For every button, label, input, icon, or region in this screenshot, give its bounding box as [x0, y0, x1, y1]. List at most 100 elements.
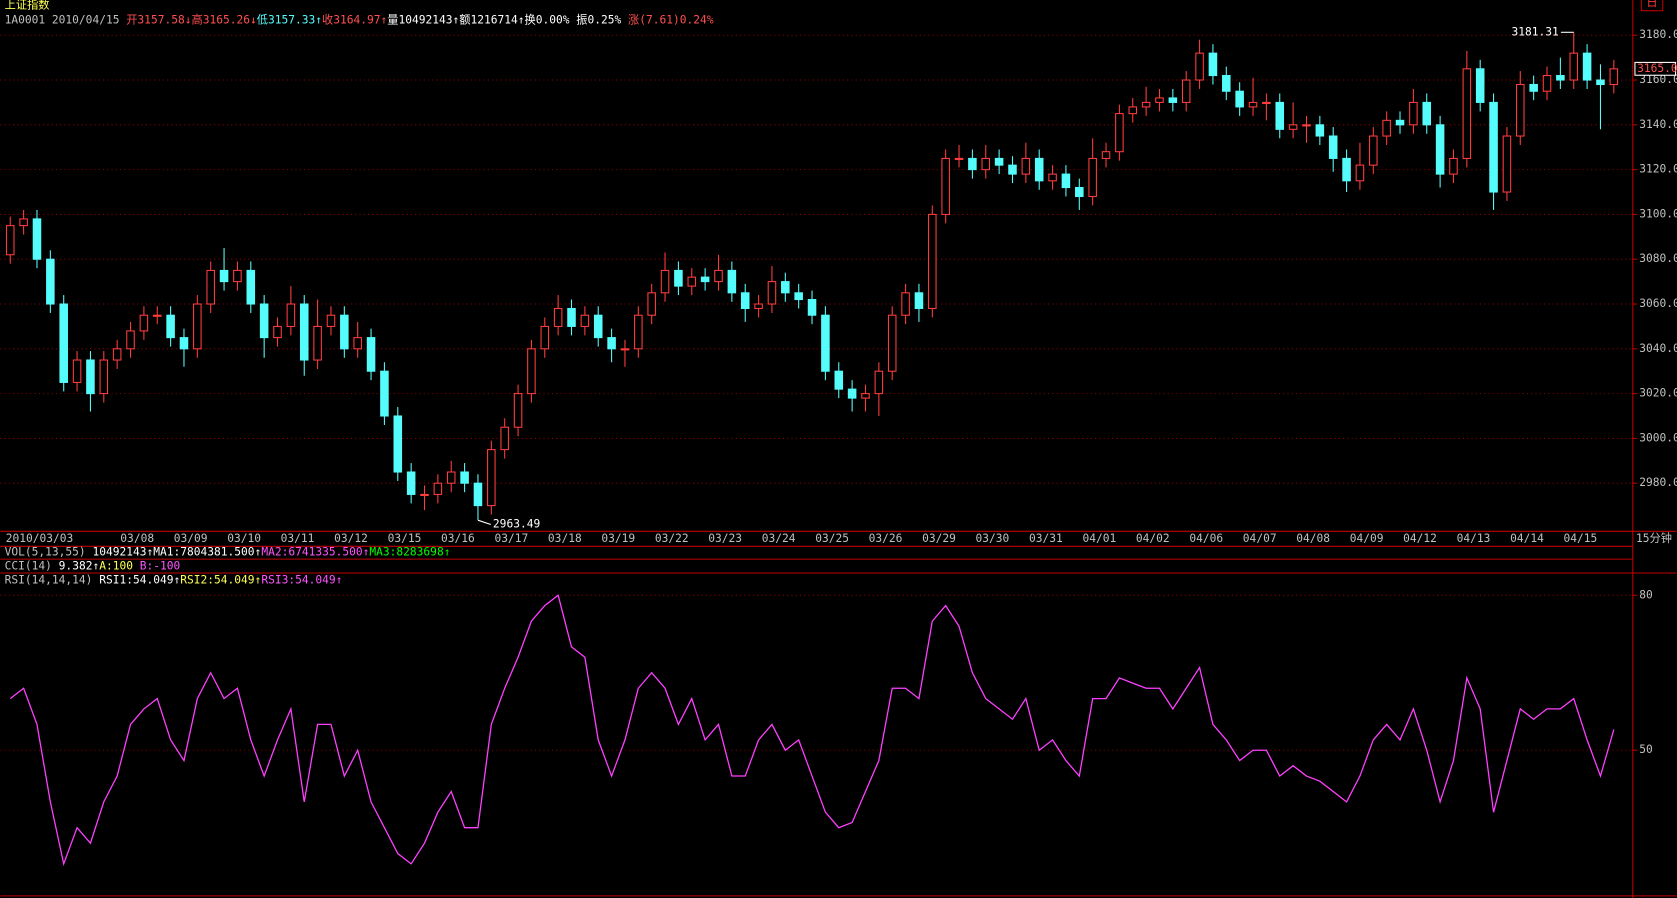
text-segment: 1A0001 2010/04/15 [5, 13, 127, 26]
x-tick-label: 04/15 [1564, 532, 1598, 545]
candle-body [473, 482, 483, 507]
candle-body [1395, 119, 1405, 126]
x-tick-label: 03/16 [441, 532, 475, 545]
candle-body [1168, 97, 1178, 103]
y-tick-label: 3060.0 [1639, 297, 1677, 310]
text-segment: MA3:8283698↑ [369, 546, 450, 559]
candle-body [674, 269, 683, 287]
x-tick-label: 04/01 [1082, 532, 1116, 545]
x-tick-label: 03/19 [601, 532, 635, 545]
info-line: 1A0001 2010/04/15 开3157.58↓高3165.26↓低315… [5, 12, 714, 26]
x-tick-label: 04/13 [1457, 532, 1491, 545]
candle-body [1369, 135, 1378, 166]
period-tab-box[interactable] [1640, 0, 1664, 12]
title: 上证指数 [5, 0, 50, 11]
candle-body [1195, 52, 1204, 81]
period-tab[interactable]: 日 [1646, 0, 1657, 9]
candle-body [152, 314, 162, 317]
text-segment: 开3157.58↓ [126, 13, 191, 26]
candle-body [219, 269, 229, 283]
candle-body [1556, 75, 1565, 81]
candle-body [166, 314, 175, 339]
candle-body [179, 337, 189, 350]
y-tick-label: 3180.0 [1639, 28, 1677, 41]
candle-body [1262, 101, 1271, 105]
candle-body [500, 426, 509, 451]
candle-body [740, 292, 750, 310]
text-segment: CCI(14) [5, 560, 59, 573]
annotation: 3181.31 [1511, 25, 1558, 38]
x-tick-label: 03/29 [922, 532, 956, 545]
candle-body [1128, 106, 1138, 115]
candle-body [593, 314, 603, 339]
x-tick-label: 04/06 [1189, 532, 1223, 545]
x-tick-label: 03/23 [708, 532, 742, 545]
candle-body [928, 213, 937, 310]
candle-body [580, 314, 590, 327]
x-tick-label: 03/08 [120, 532, 154, 545]
candle-body [5, 225, 15, 256]
candle-body [1275, 101, 1285, 130]
candle-body [700, 276, 710, 283]
y-tick-label: 3120.0 [1639, 163, 1677, 176]
x-tick-label: 03/18 [548, 532, 582, 545]
x-tick-label: 04/07 [1243, 532, 1277, 545]
x-tick-label: 03/24 [762, 532, 796, 545]
x-tick-label: 03/26 [869, 532, 903, 545]
y-tick-label: 3140.0 [1639, 118, 1677, 131]
candle-body [727, 269, 737, 294]
candle-body [981, 157, 991, 171]
candle-body [206, 269, 215, 305]
candle-body [901, 292, 910, 316]
candle-body [366, 337, 376, 372]
text-segment: RSI3:54.049↑ [261, 573, 342, 586]
candle-body [313, 325, 322, 361]
candle-body [72, 359, 82, 383]
x-tick-label: 04/12 [1403, 532, 1437, 545]
candle-body [1008, 164, 1017, 175]
candle-body [1609, 68, 1619, 86]
candle-body [941, 157, 950, 215]
candle-body [59, 303, 68, 383]
candle-body [1502, 135, 1512, 193]
candle-body [1475, 68, 1485, 103]
x-tick-label: 04/08 [1296, 532, 1330, 545]
candle-body [1489, 101, 1498, 193]
candle-body [1181, 79, 1191, 103]
candle-body [1088, 157, 1097, 198]
text-segment: MA2:6741335.500↑ [261, 546, 369, 559]
candle-body [767, 281, 777, 305]
candle-body [660, 269, 670, 294]
candle-body [1235, 90, 1244, 108]
x-tick-label: 03/09 [174, 532, 208, 545]
candle-body [1315, 124, 1325, 137]
candle-body [861, 393, 870, 399]
x-tick-label: 04/09 [1350, 532, 1384, 545]
candle-body [1342, 157, 1351, 182]
candle-body [1115, 113, 1124, 153]
y-tick-label: 50 [1639, 743, 1653, 756]
candle-body [1596, 79, 1605, 86]
text-segment: MA1:7804381.500↑ [153, 546, 261, 559]
y-tick-label: 80 [1639, 588, 1653, 601]
x-tick-label: 03/10 [227, 532, 261, 545]
candle-body [46, 258, 55, 305]
text-segment: 高3165.26↓ [191, 12, 256, 26]
candle-body [406, 471, 416, 495]
candle-body [887, 314, 897, 372]
last-price-box [1634, 61, 1677, 76]
text-segment: 换0.00% [525, 12, 577, 26]
candle-body [1248, 101, 1258, 108]
candle-body [781, 281, 790, 294]
x-unit: 15分钟 [1636, 531, 1672, 545]
candle-body [847, 388, 857, 399]
candle-body [1328, 135, 1338, 159]
candle-body [340, 314, 349, 350]
candle-body [874, 370, 884, 395]
candle-body [1208, 52, 1218, 77]
x-tick-label: 03/12 [334, 532, 368, 545]
text-segment: B:-100 [140, 560, 181, 573]
text-segment: 低3157.33↑ [257, 13, 322, 26]
text-segment: A:100 [99, 560, 140, 573]
